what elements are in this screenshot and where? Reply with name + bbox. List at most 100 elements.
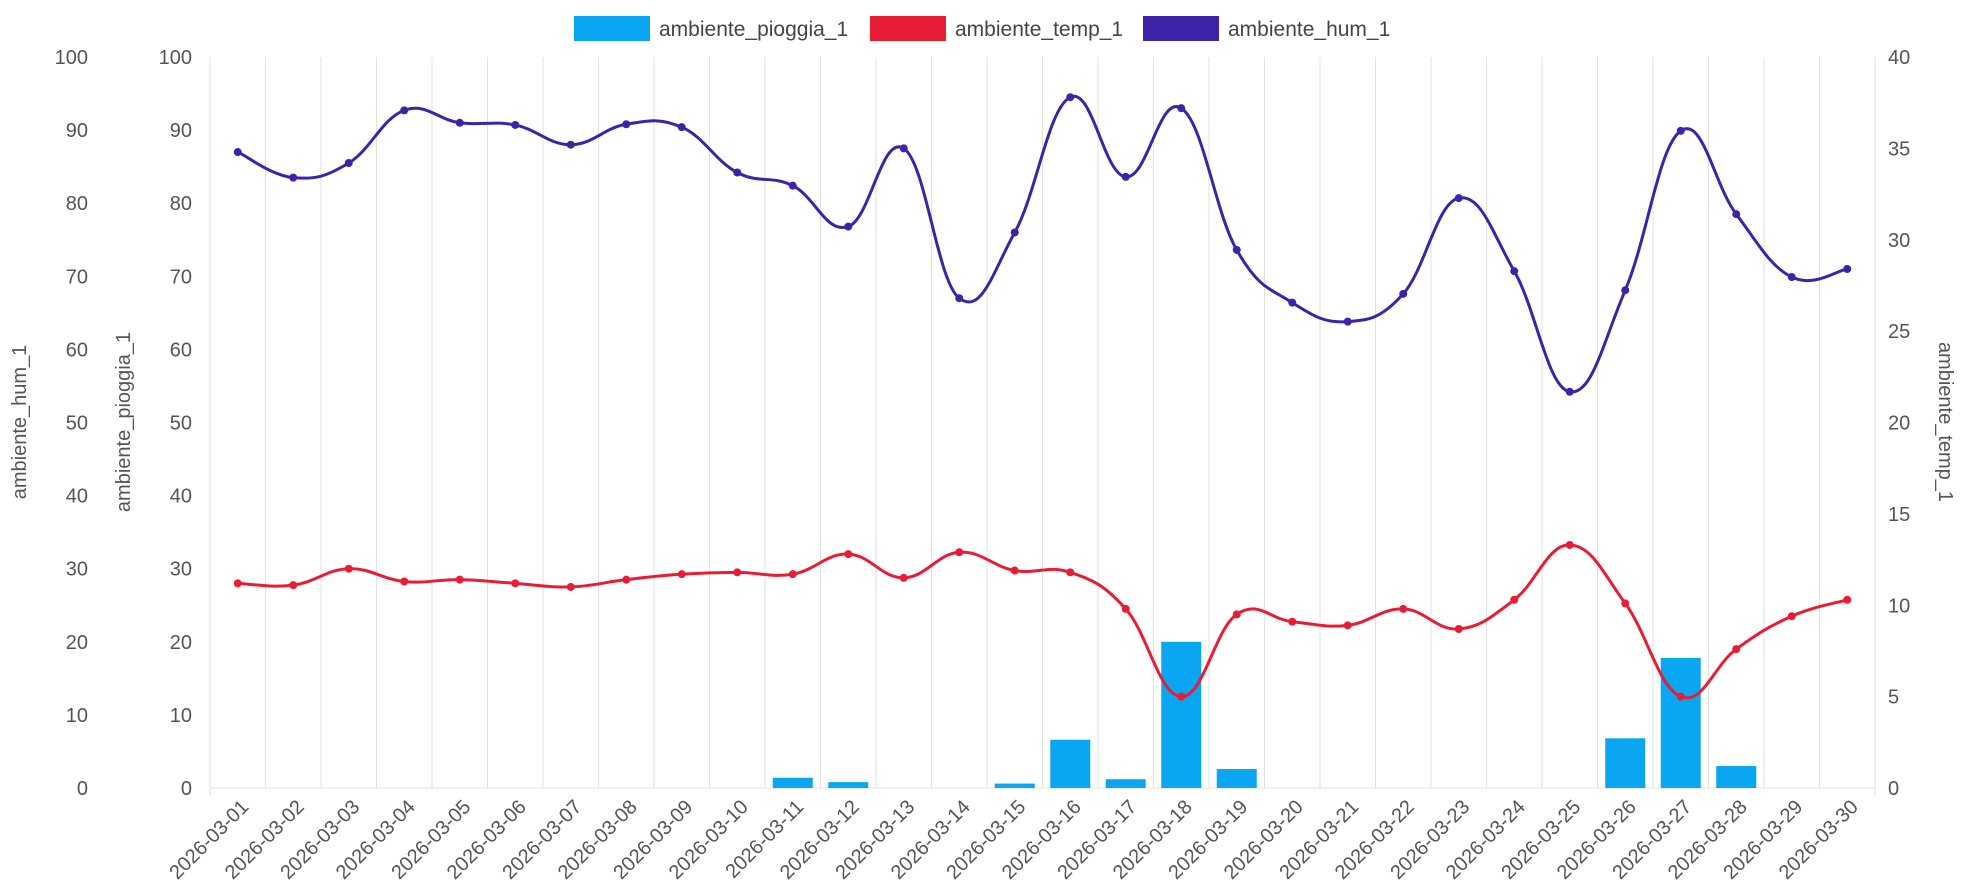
bar-ambiente-pioggia-1 xyxy=(1050,739,1091,788)
legend-swatch xyxy=(574,16,650,41)
y-tick-label-pioggia: 100 xyxy=(159,47,192,69)
y-tick-label-pioggia: 0 xyxy=(181,778,192,800)
point-ambiente-temp-1 xyxy=(344,564,353,573)
point-ambiente-temp-1 xyxy=(1010,566,1019,575)
point-ambiente-temp-1 xyxy=(677,570,686,579)
point-ambiente-hum-1 xyxy=(1787,273,1796,282)
y-tick-label-pioggia: 30 xyxy=(170,559,192,581)
y-tick-label-temp: 30 xyxy=(1888,230,1910,252)
point-ambiente-temp-1 xyxy=(1676,692,1685,701)
legend-label: ambiente_hum_1 xyxy=(1228,18,1390,41)
point-ambiente-hum-1 xyxy=(344,158,353,167)
y-axis-title-hum: ambiente_hum_1 xyxy=(9,345,31,500)
y-tick-label-pioggia: 70 xyxy=(170,266,192,288)
legend-swatch xyxy=(870,16,946,41)
point-ambiente-temp-1 xyxy=(1121,604,1130,613)
point-ambiente-hum-1 xyxy=(1510,267,1519,276)
y-tick-label-temp: 15 xyxy=(1888,504,1910,526)
y-tick-label-pioggia: 40 xyxy=(170,486,192,508)
point-ambiente-temp-1 xyxy=(455,575,464,584)
y-tick-label-hum: 60 xyxy=(66,339,88,361)
point-ambiente-hum-1 xyxy=(622,120,631,129)
point-ambiente-hum-1 xyxy=(844,222,853,231)
point-ambiente-hum-1 xyxy=(1454,194,1463,203)
bar-ambiente-pioggia-1 xyxy=(772,777,813,788)
point-ambiente-temp-1 xyxy=(1621,599,1630,608)
point-ambiente-temp-1 xyxy=(1732,645,1741,654)
bar-ambiente-pioggia-1 xyxy=(1161,641,1202,788)
point-ambiente-hum-1 xyxy=(1621,286,1630,295)
y-tick-label-temp: 35 xyxy=(1888,138,1910,160)
point-ambiente-temp-1 xyxy=(1510,595,1519,604)
point-ambiente-hum-1 xyxy=(899,144,908,153)
point-ambiente-hum-1 xyxy=(566,140,575,149)
y-tick-label-hum: 90 xyxy=(66,120,88,142)
point-ambiente-hum-1 xyxy=(677,123,686,132)
y-tick-label-hum: 80 xyxy=(66,193,88,215)
y-axis-title-temp: ambiente_temp_1 xyxy=(1934,342,1956,502)
point-ambiente-hum-1 xyxy=(1232,245,1241,254)
y-tick-label-hum: 50 xyxy=(66,413,88,435)
y-tick-label-hum: 100 xyxy=(55,47,88,69)
y-tick-label-temp: 40 xyxy=(1888,47,1910,69)
point-ambiente-hum-1 xyxy=(1843,264,1852,273)
point-ambiente-hum-1 xyxy=(455,118,464,127)
point-ambiente-hum-1 xyxy=(400,106,409,115)
legend-swatch xyxy=(1143,16,1219,41)
line-ambiente-hum-1 xyxy=(237,94,1848,394)
bar-ambiente-pioggia-1 xyxy=(1216,768,1257,788)
y-tick-label-hum: 30 xyxy=(66,559,88,581)
y-tick-label-temp: 5 xyxy=(1888,687,1899,709)
point-ambiente-hum-1 xyxy=(1288,298,1297,307)
point-ambiente-temp-1 xyxy=(1343,621,1352,630)
point-ambiente-temp-1 xyxy=(1565,540,1574,549)
point-ambiente-hum-1 xyxy=(511,120,520,129)
point-ambiente-temp-1 xyxy=(1232,610,1241,619)
point-ambiente-temp-1 xyxy=(233,579,242,588)
point-ambiente-temp-1 xyxy=(622,575,631,584)
point-ambiente-hum-1 xyxy=(1732,210,1741,219)
y-axis-title-pioggia: ambiente_pioggia_1 xyxy=(113,332,135,512)
point-ambiente-hum-1 xyxy=(1066,93,1075,102)
point-ambiente-temp-1 xyxy=(788,570,797,579)
y-tick-label-pioggia: 90 xyxy=(170,120,192,142)
point-ambiente-hum-1 xyxy=(1676,126,1685,135)
point-ambiente-temp-1 xyxy=(1787,612,1796,621)
point-ambiente-temp-1 xyxy=(1843,595,1852,604)
y-tick-label-hum: 10 xyxy=(66,705,88,727)
point-ambiente-temp-1 xyxy=(1454,625,1463,634)
point-ambiente-temp-1 xyxy=(1399,604,1408,613)
y-tick-label-pioggia: 20 xyxy=(170,632,192,654)
point-ambiente-hum-1 xyxy=(1399,289,1408,298)
bar-ambiente-pioggia-1 xyxy=(1716,766,1757,788)
point-ambiente-temp-1 xyxy=(899,573,908,582)
legend-label: ambiente_temp_1 xyxy=(955,18,1123,41)
point-ambiente-hum-1 xyxy=(1343,317,1352,326)
y-tick-label-pioggia: 50 xyxy=(170,413,192,435)
point-ambiente-temp-1 xyxy=(1177,692,1186,701)
line-ambiente-temp-1 xyxy=(237,543,1848,700)
y-tick-label-temp: 20 xyxy=(1888,413,1910,435)
point-ambiente-temp-1 xyxy=(955,548,964,557)
point-ambiente-hum-1 xyxy=(289,173,298,182)
y-tick-label-hum: 0 xyxy=(77,778,88,800)
y-tick-label-pioggia: 80 xyxy=(170,193,192,215)
point-ambiente-temp-1 xyxy=(566,582,575,591)
y-tick-label-temp: 10 xyxy=(1888,595,1910,617)
bar-ambiente-pioggia-1 xyxy=(1105,779,1146,788)
point-ambiente-temp-1 xyxy=(733,568,742,577)
y-tick-label-hum: 70 xyxy=(66,266,88,288)
point-ambiente-hum-1 xyxy=(955,294,964,303)
point-ambiente-temp-1 xyxy=(844,550,853,559)
point-ambiente-hum-1 xyxy=(1121,172,1130,181)
point-ambiente-hum-1 xyxy=(1565,387,1574,396)
y-tick-label-pioggia: 10 xyxy=(170,705,192,727)
bar-ambiente-pioggia-1 xyxy=(994,783,1035,788)
bar-ambiente-pioggia-1 xyxy=(828,782,869,788)
point-ambiente-hum-1 xyxy=(1177,104,1186,113)
point-ambiente-temp-1 xyxy=(289,581,298,590)
legend-label: ambiente_pioggia_1 xyxy=(659,18,848,41)
bar-ambiente-pioggia-1 xyxy=(1605,738,1646,788)
